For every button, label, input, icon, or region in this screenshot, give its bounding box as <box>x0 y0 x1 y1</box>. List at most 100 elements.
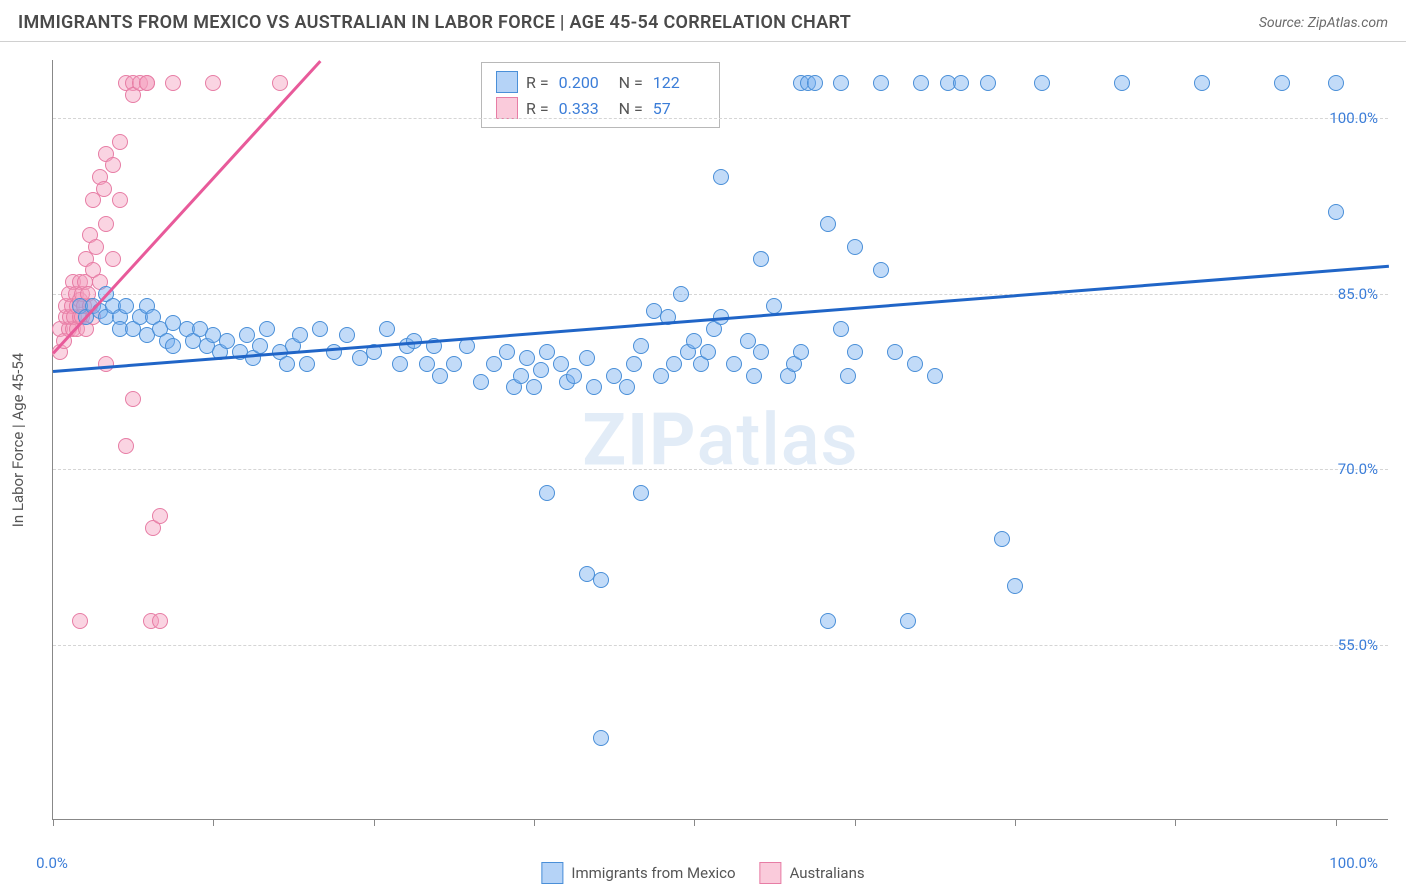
scatter-point-mexico <box>526 379 542 395</box>
scatter-point-mexico <box>700 344 716 360</box>
x-tick <box>213 819 214 826</box>
x-tick <box>1015 819 1016 826</box>
x-start-label: 0.0% <box>36 854 68 872</box>
scatter-point-mexico <box>379 321 395 337</box>
scatter-point-mexico <box>566 368 582 384</box>
scatter-point-mexico <box>1034 75 1050 91</box>
x-tick <box>1336 819 1337 826</box>
x-tick <box>694 819 695 826</box>
scatter-point-mexico <box>953 75 969 91</box>
scatter-point-mexico <box>980 75 996 91</box>
scatter-point-australians <box>125 391 141 407</box>
scatter-point-mexico <box>820 613 836 629</box>
scatter-point-mexico <box>593 730 609 746</box>
scatter-point-mexico <box>740 333 756 349</box>
gridline <box>53 294 1388 295</box>
scatter-point-mexico <box>913 75 929 91</box>
scatter-point-mexico <box>279 356 295 372</box>
scatter-point-australians <box>165 75 181 91</box>
swatch-pink-icon <box>496 97 518 119</box>
scatter-point-mexico <box>1274 75 1290 91</box>
scatter-point-mexico <box>927 368 943 384</box>
scatter-point-mexico <box>486 356 502 372</box>
scatter-point-mexico <box>833 321 849 337</box>
scatter-point-australians <box>139 75 155 91</box>
x-end-label: 100.0% <box>1329 854 1378 872</box>
scatter-point-mexico <box>219 333 235 349</box>
scatter-point-mexico <box>459 338 475 354</box>
scatter-point-mexico <box>686 333 702 349</box>
scatter-point-australians <box>98 216 114 232</box>
scatter-point-mexico <box>887 344 903 360</box>
scatter-point-mexico <box>833 75 849 91</box>
swatch-blue-icon <box>496 71 518 93</box>
y-axis-label: In Labor Force | Age 45-54 <box>9 353 27 527</box>
scatter-point-mexico <box>519 350 535 366</box>
x-tick <box>855 819 856 826</box>
scatter-point-mexico <box>840 368 856 384</box>
scatter-point-mexico <box>633 338 649 354</box>
scatter-point-mexico <box>299 356 315 372</box>
plot-region: ZIPatlas R = 0.200 N = 122 R = 0.333 N =… <box>52 60 1388 820</box>
scatter-point-mexico <box>312 321 328 337</box>
scatter-point-australians <box>72 613 88 629</box>
scatter-point-mexico <box>446 356 462 372</box>
chart-area: In Labor Force | Age 45-54 ZIPatlas R = … <box>52 60 1388 820</box>
scatter-point-mexico <box>753 344 769 360</box>
gridline <box>53 118 1388 119</box>
scatter-point-australians <box>105 157 121 173</box>
scatter-point-mexico <box>807 75 823 91</box>
scatter-point-mexico <box>579 350 595 366</box>
scatter-point-mexico <box>606 368 622 384</box>
scatter-point-mexico <box>653 368 669 384</box>
scatter-point-australians <box>88 239 104 255</box>
scatter-point-australians <box>118 438 134 454</box>
scatter-point-mexico <box>1328 75 1344 91</box>
scatter-point-mexico <box>118 298 134 314</box>
scatter-point-mexico <box>1328 204 1344 220</box>
scatter-point-mexico <box>753 251 769 267</box>
scatter-point-mexico <box>513 368 529 384</box>
scatter-point-mexico <box>165 338 181 354</box>
swatch-pink-icon <box>760 862 782 884</box>
series-legend: Immigrants from Mexico Australians <box>541 862 864 884</box>
gridline <box>53 645 1388 646</box>
scatter-point-mexico <box>473 374 489 390</box>
scatter-point-mexico <box>239 327 255 343</box>
scatter-point-mexico <box>252 338 268 354</box>
trendline-mexico <box>53 265 1389 373</box>
x-tick <box>53 819 54 826</box>
scatter-point-mexico <box>713 169 729 185</box>
gridline <box>53 469 1388 470</box>
scatter-point-mexico <box>339 327 355 343</box>
scatter-point-mexico <box>593 572 609 588</box>
scatter-point-mexico <box>907 356 923 372</box>
scatter-point-mexico <box>820 216 836 232</box>
scatter-point-mexico <box>1194 75 1210 91</box>
chart-header: IMMIGRANTS FROM MEXICO VS AUSTRALIAN IN … <box>0 0 1406 42</box>
y-tick-label: 100.0% <box>1329 109 1378 127</box>
scatter-point-australians <box>205 75 221 91</box>
y-tick-label: 55.0% <box>1338 636 1378 654</box>
scatter-point-mexico <box>847 239 863 255</box>
scatter-point-australians <box>272 75 288 91</box>
scatter-point-mexico <box>533 362 549 378</box>
scatter-point-australians <box>105 251 121 267</box>
stats-row-australians: R = 0.333 N = 57 <box>496 95 705 121</box>
scatter-point-mexico <box>1007 578 1023 594</box>
scatter-point-mexico <box>873 75 889 91</box>
swatch-blue-icon <box>541 862 563 884</box>
scatter-point-mexico <box>793 344 809 360</box>
scatter-point-mexico <box>499 344 515 360</box>
scatter-point-mexico <box>619 379 635 395</box>
legend-item-australians: Australians <box>760 862 865 884</box>
scatter-point-mexico <box>539 344 555 360</box>
stats-row-mexico: R = 0.200 N = 122 <box>496 69 705 95</box>
scatter-point-mexico <box>847 344 863 360</box>
scatter-point-mexico <box>432 368 448 384</box>
scatter-point-mexico <box>1114 75 1130 91</box>
scatter-point-mexico <box>726 356 742 372</box>
source-attribution: Source: ZipAtlas.com <box>1259 15 1388 31</box>
scatter-point-mexico <box>994 531 1010 547</box>
scatter-point-mexico <box>766 298 782 314</box>
